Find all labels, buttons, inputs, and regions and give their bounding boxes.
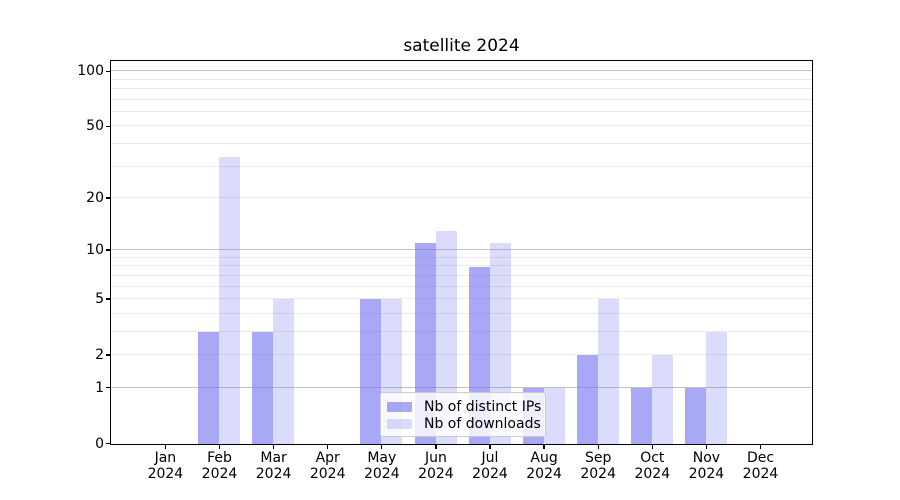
gridline-minor (111, 165, 812, 167)
x-tick-mark (651, 445, 653, 449)
x-tick-mark (272, 445, 275, 449)
y-tick-mark (106, 70, 110, 72)
x-tick-label: Sep 2024 (580, 450, 616, 482)
gridline-minor (111, 354, 812, 356)
bar-downloads-mar (273, 299, 295, 444)
gridline-minor (111, 125, 812, 127)
gridline-minor (111, 110, 812, 112)
legend-item-downloads: Nb of downloads (387, 415, 541, 432)
gridline-minor (111, 98, 812, 100)
x-tick-label: Feb 2024 (201, 450, 238, 482)
x-tick-mark (164, 445, 167, 449)
x-tick-label: Nov 2024 (688, 450, 725, 482)
x-tick-mark (759, 445, 762, 449)
bar-distinct-ips-nov (685, 388, 706, 444)
x-tick-label: Jun 2024 (418, 450, 454, 482)
x-tick-label: Jul 2024 (472, 450, 508, 482)
y-tick-label: 1 (95, 379, 104, 396)
x-tick-mark (597, 445, 599, 449)
chart-title: satellite 2024 (403, 36, 520, 56)
x-tick-mark (705, 445, 708, 449)
gridline-major (111, 249, 812, 251)
y-tick-label: 50 (86, 118, 104, 135)
legend-label-distinct-ips: Nb of distinct IPs (424, 398, 542, 415)
bar-downloads-feb (219, 157, 241, 444)
x-tick-mark (381, 445, 383, 449)
y-tick-label: 2 (95, 346, 104, 363)
x-tick-mark (218, 445, 221, 449)
y-tick-label: 100 (77, 63, 104, 80)
legend-item-distinct-ips: Nb of distinct IPs (387, 398, 542, 415)
legend: Nb of distinct IPs Nb of downloads (380, 392, 546, 437)
bar-downloads-sep (597, 299, 619, 444)
y-tick-mark (106, 387, 110, 389)
gridline-minor (111, 197, 812, 198)
gridline-minor (111, 274, 812, 276)
y-tick-mark (106, 298, 110, 300)
gridline-minor (111, 78, 812, 80)
gridline-minor (111, 285, 812, 287)
x-tick-label: Apr 2024 (309, 450, 346, 482)
x-tick-mark (489, 445, 491, 449)
plot-area (110, 60, 813, 445)
gridline-minor (111, 143, 812, 145)
bar-downloads-aug (543, 388, 565, 444)
bar-distinct-ips-oct (630, 388, 652, 444)
bar-distinct-ips-sep (576, 355, 598, 444)
bar-distinct-ips-feb (198, 332, 220, 444)
y-tick-mark (106, 442, 110, 445)
legend-swatch-distinct-ips-icon (387, 401, 412, 412)
y-tick-label: 20 (86, 189, 104, 206)
gridline-major (111, 386, 812, 388)
bar-distinct-ips-may (360, 299, 382, 444)
x-tick-label: Dec 2024 (742, 450, 779, 482)
gridline-minor (111, 256, 812, 258)
x-tick-mark (327, 445, 329, 449)
legend-label-downloads: Nb of downloads (424, 415, 541, 432)
bar-downloads-nov (706, 332, 727, 444)
gridline-minor (111, 265, 812, 267)
bar-downloads-jun (435, 231, 457, 444)
gridline-minor (111, 298, 812, 300)
x-tick-label: Oct 2024 (634, 450, 671, 482)
x-tick-label: Mar 2024 (255, 450, 292, 482)
bar-downloads-oct (651, 355, 673, 444)
gridline-minor (111, 88, 812, 90)
y-tick-mark (106, 249, 110, 251)
gridline-minor (111, 312, 812, 314)
x-tick-label: May 2024 (363, 450, 400, 482)
x-tick-label: Aug 2024 (526, 450, 562, 482)
y-tick-mark (106, 125, 110, 127)
y-tick-label: 0 (95, 435, 104, 452)
y-tick-label: 5 (95, 291, 104, 307)
y-tick-label: 10 (86, 242, 104, 259)
y-tick-mark (106, 354, 110, 356)
bar-distinct-ips-mar (252, 332, 274, 444)
legend-swatch-downloads-icon (387, 418, 412, 429)
x-tick-mark (543, 445, 545, 449)
x-tick-label: Jan 2024 (147, 450, 184, 482)
gridline-minor (111, 330, 812, 332)
y-tick-mark (106, 197, 110, 199)
x-tick-mark (435, 445, 437, 449)
gridline-major (111, 70, 812, 72)
